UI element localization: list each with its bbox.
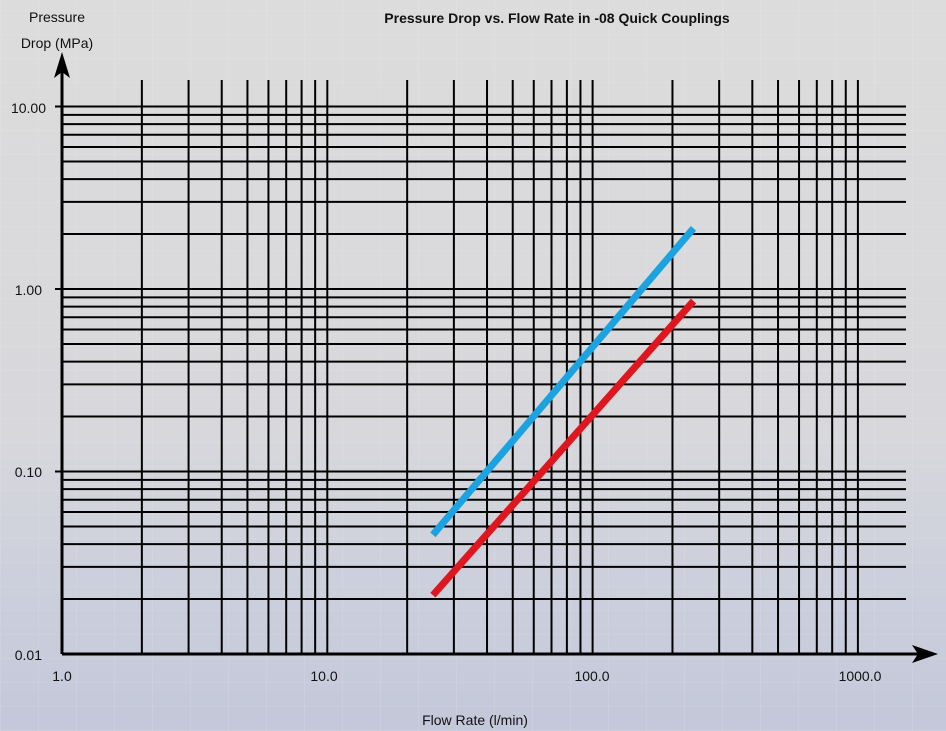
y-axis-label-line2: Drop (MPa) — [21, 35, 93, 51]
series-line-2 — [430, 298, 697, 598]
x-tick-label: 1000.0 — [839, 668, 882, 684]
series-group — [430, 226, 697, 598]
y-tick-label: 10.00 — [11, 100, 46, 116]
x-tick-label: 1.0 — [52, 668, 72, 684]
x-tick-label: 10.0 — [310, 668, 337, 684]
y-axis-arrow-icon — [54, 52, 70, 78]
series-line-1 — [430, 226, 697, 538]
x-axis-arrow-icon — [912, 645, 938, 663]
x-tick-label: 100.0 — [574, 668, 609, 684]
grid — [55, 80, 906, 654]
y-tick-label: 0.01 — [15, 647, 42, 663]
chart-title: Pressure Drop vs. Flow Rate in -08 Quick… — [384, 10, 730, 26]
y-tick-label: 1.00 — [15, 282, 42, 298]
x-axis-label: Flow Rate (l/min) — [422, 712, 528, 728]
y-axis-label-line1: Pressure — [29, 9, 85, 25]
y-tick-label: 0.10 — [15, 464, 42, 480]
